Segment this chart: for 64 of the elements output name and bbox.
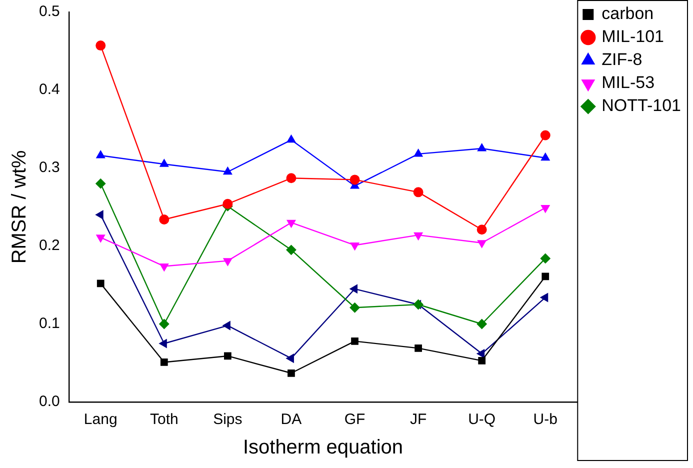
- point: [413, 187, 424, 198]
- point: [286, 173, 296, 184]
- point: [478, 356, 486, 364]
- legend-label: carbon: [602, 4, 654, 24]
- x-tick-label: Sips: [213, 411, 242, 428]
- legend-label: ZIF-8: [602, 50, 642, 70]
- y-tick-label: 0.5: [38, 3, 60, 20]
- legend-label: NOTT-101: [602, 96, 682, 116]
- y-tick-label: 0.1: [38, 315, 60, 332]
- point: [286, 244, 296, 255]
- point: [286, 134, 296, 143]
- x-tick-label: Lang: [84, 411, 118, 428]
- point: [159, 319, 170, 329]
- point: [414, 232, 423, 240]
- x-tick-label: DA: [280, 411, 302, 428]
- point: [350, 284, 358, 294]
- point: [96, 280, 104, 288]
- y-tick-label: 0.4: [38, 81, 60, 98]
- point: [286, 354, 294, 363]
- point: [542, 272, 550, 280]
- point: [477, 144, 486, 152]
- x-tick-label: GF: [344, 411, 366, 428]
- point: [96, 40, 106, 51]
- point: [160, 358, 168, 366]
- point: [540, 130, 550, 140]
- point: [160, 159, 169, 167]
- point: [222, 321, 230, 330]
- point: [540, 253, 550, 264]
- point: [286, 220, 296, 228]
- point: [224, 352, 232, 360]
- point: [414, 344, 422, 352]
- y-tick-label: 0.2: [38, 237, 60, 254]
- point: [540, 205, 550, 213]
- point: [350, 242, 360, 250]
- point: [222, 198, 233, 209]
- x-tick-label: U-Q: [468, 411, 496, 428]
- y-tick-label: 0.0: [38, 393, 60, 410]
- x-tick-label: Toth: [150, 411, 178, 428]
- point: [288, 369, 295, 377]
- point: [414, 148, 423, 157]
- point: [223, 258, 232, 266]
- y-axis-title: RMSR / wt%: [8, 150, 31, 264]
- x-axis-title: Isotherm equation: [242, 436, 404, 459]
- legend-label: MIL-101: [602, 27, 664, 46]
- point: [96, 178, 106, 189]
- point: [159, 339, 167, 348]
- point: [223, 166, 232, 175]
- legend-label: MIL-53: [602, 73, 655, 92]
- point: [350, 302, 360, 313]
- point: [159, 214, 170, 224]
- point: [96, 210, 104, 220]
- x-tick-label: U-b: [533, 411, 558, 428]
- point: [96, 234, 106, 242]
- point: [540, 152, 550, 161]
- point: [476, 319, 487, 329]
- point: [540, 293, 548, 302]
- point: [96, 150, 106, 158]
- point: [351, 337, 358, 345]
- point: [350, 174, 360, 185]
- point: [160, 264, 169, 272]
- x-tick-label: JF: [410, 411, 427, 428]
- point: [476, 224, 487, 235]
- y-tick-label: 0.3: [38, 159, 60, 176]
- point: [477, 240, 486, 248]
